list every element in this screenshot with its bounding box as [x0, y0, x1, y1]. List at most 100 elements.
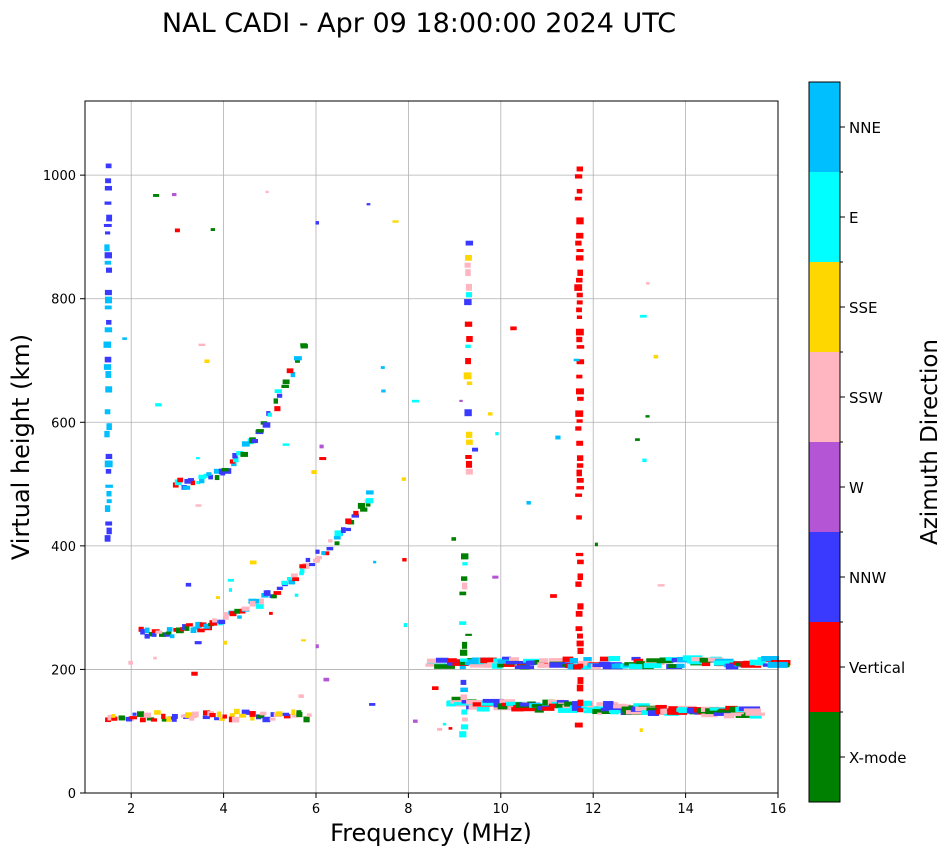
- data-point: [144, 627, 150, 634]
- x-axis-label: Frequency (MHz): [330, 819, 532, 847]
- data-point: [153, 656, 157, 660]
- data-point: [315, 556, 323, 560]
- data-point: [749, 659, 766, 666]
- data-point: [103, 341, 112, 348]
- data-point: [199, 477, 205, 484]
- data-point: [295, 359, 300, 363]
- data-point: [105, 178, 112, 184]
- data-point: [229, 713, 235, 717]
- data-point: [465, 240, 474, 246]
- data-point: [460, 553, 469, 560]
- data-point: [464, 299, 472, 306]
- data-point: [196, 456, 200, 460]
- data-point: [322, 551, 330, 556]
- colorbar-segment: [809, 262, 840, 352]
- data-point: [509, 657, 520, 662]
- data-point: [234, 708, 240, 715]
- x-tick-label: 2: [127, 802, 135, 817]
- data-point: [523, 707, 539, 712]
- data-point: [514, 665, 535, 670]
- data-point: [204, 359, 210, 363]
- data-point: [104, 252, 112, 259]
- data-point: [366, 203, 371, 206]
- data-point: [323, 677, 330, 682]
- data-point: [640, 314, 647, 318]
- data-point: [571, 705, 582, 711]
- data-point: [480, 700, 502, 706]
- data-point: [104, 505, 111, 512]
- plot-frame: [84, 100, 779, 794]
- data-point: [502, 663, 515, 667]
- data-point: [281, 384, 289, 389]
- data-point: [447, 658, 457, 663]
- data-point: [576, 217, 584, 225]
- data-point: [146, 717, 155, 721]
- data-point: [228, 716, 235, 723]
- data-point: [643, 663, 662, 669]
- data-point: [195, 504, 202, 507]
- data-point: [451, 696, 462, 702]
- data-point: [505, 660, 528, 665]
- data-point: [276, 586, 283, 591]
- data-point: [182, 485, 191, 490]
- data-point: [487, 412, 493, 416]
- data-point: [274, 389, 282, 393]
- data-point: [105, 453, 113, 460]
- data-point: [466, 292, 473, 298]
- data-point: [345, 518, 352, 525]
- data-point: [575, 240, 582, 246]
- data-point: [232, 452, 238, 459]
- data-point: [220, 469, 226, 476]
- data-point: [174, 228, 180, 233]
- data-point: [576, 640, 584, 647]
- data-point: [611, 663, 628, 669]
- data-point: [269, 611, 273, 615]
- data-point: [241, 441, 250, 447]
- data-point: [459, 591, 467, 596]
- data-point: [249, 711, 256, 717]
- data-point: [575, 277, 583, 283]
- data-point: [608, 655, 621, 662]
- data-point: [676, 708, 695, 712]
- data-point: [459, 399, 463, 403]
- data-point: [229, 611, 237, 617]
- data-point: [594, 542, 598, 547]
- data-point: [762, 663, 772, 667]
- data-point: [592, 709, 613, 715]
- y-tick-label: 600: [51, 416, 76, 431]
- data-point: [319, 457, 327, 461]
- data-point: [104, 460, 113, 468]
- data-point: [122, 337, 127, 340]
- data-point: [625, 710, 648, 715]
- data-point: [577, 396, 584, 401]
- data-point: [236, 450, 244, 456]
- data-point: [206, 472, 212, 476]
- data-point: [303, 716, 310, 723]
- x-tick-label: 14: [677, 802, 694, 817]
- data-point: [442, 722, 447, 726]
- data-point: [691, 657, 705, 662]
- data-point: [574, 284, 583, 291]
- data-point: [577, 699, 584, 706]
- data-point: [283, 714, 291, 719]
- data-point: [723, 713, 735, 719]
- data-point: [647, 710, 660, 716]
- data-point: [270, 712, 275, 717]
- data-point: [586, 705, 600, 709]
- data-point: [743, 708, 762, 713]
- data-point: [288, 580, 296, 585]
- data-point: [497, 663, 504, 668]
- data-point: [171, 193, 177, 197]
- data-point: [326, 546, 334, 551]
- data-point: [223, 613, 229, 620]
- data-point: [292, 714, 298, 718]
- data-point: [136, 711, 145, 717]
- data-point: [187, 478, 194, 482]
- data-point: [531, 704, 543, 708]
- data-point: [221, 467, 229, 472]
- data-point: [104, 356, 112, 363]
- data-point: [209, 620, 218, 626]
- x-tick-label: 10: [493, 802, 510, 817]
- data-point: [526, 500, 531, 505]
- data-point: [701, 662, 711, 667]
